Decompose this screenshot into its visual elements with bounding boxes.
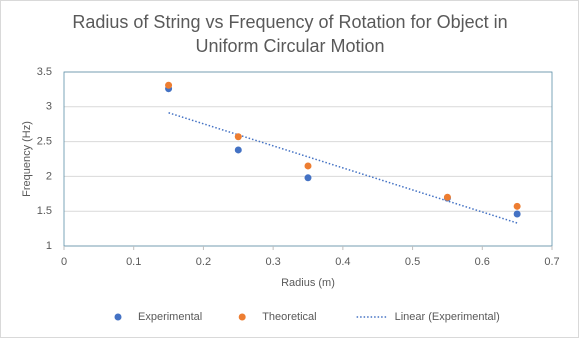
y-tick-label: 1.5 [37,205,52,217]
data-point [304,174,312,182]
x-tick-label: 0.3 [265,256,280,268]
legend-marker [114,313,122,321]
data-point [165,81,173,89]
trendline [168,112,518,224]
y-axis-label: Frequency (Hz) [21,121,33,197]
data-point [234,146,242,154]
x-tick-label: 0 [61,256,67,268]
x-tick-label: 0.6 [475,256,490,268]
x-tick-label: 0.1 [126,256,141,268]
y-tick-label: 3 [46,101,52,113]
chart-title: Radius of String vs Frequency of Rotatio… [72,12,508,56]
legend-label: Experimental [138,311,202,323]
data-point [513,210,521,218]
x-axis-label: Radius (m) [281,277,335,289]
y-tick-label: 2 [46,170,52,182]
data-point [304,162,312,170]
legend-label: Linear (Experimental) [395,311,500,323]
data-point [234,133,242,141]
y-tick-label: 1 [46,240,52,252]
x-tick-label: 0.4 [335,256,350,268]
plot-border [63,71,553,247]
y-tick-label: 3.5 [37,66,52,78]
x-tick-label: 0.5 [405,256,420,268]
legend-marker [238,313,246,321]
data-point [443,193,451,201]
x-tick-label: 0.2 [196,256,211,268]
y-tick-label: 2.5 [37,136,52,148]
data-point [513,202,521,210]
x-tick-label: 0.7 [544,256,559,268]
legend-label: Theoretical [262,311,316,323]
